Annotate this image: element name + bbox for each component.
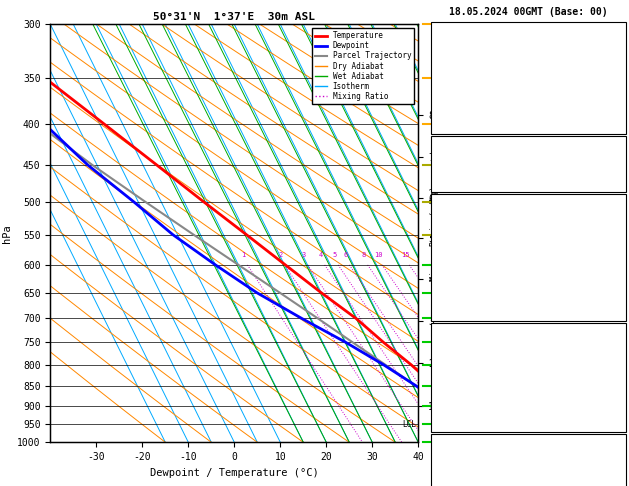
Text: 6: 6 <box>617 268 623 278</box>
Text: K: K <box>434 139 440 149</box>
Text: 15: 15 <box>401 252 409 258</box>
Text: 0: 0 <box>617 397 623 407</box>
Text: 27: 27 <box>611 472 623 482</box>
X-axis label: Dewpoint / Temperature (°C): Dewpoint / Temperature (°C) <box>150 468 319 478</box>
Text: θₑ(K): θₑ(K) <box>434 250 464 260</box>
Text: Hodograph: Hodograph <box>502 436 555 446</box>
Text: LCL: LCL <box>402 420 416 429</box>
Text: 307: 307 <box>605 361 623 371</box>
Text: CIN (J): CIN (J) <box>434 415 475 425</box>
Text: Lifted Index: Lifted Index <box>434 268 504 278</box>
Y-axis label: km
ASL: km ASL <box>435 225 457 242</box>
Text: 45: 45 <box>611 156 623 167</box>
Text: 0: 0 <box>617 415 623 425</box>
Text: 0: 0 <box>617 304 623 314</box>
Text: 18.05.2024 00GMT (Base: 00): 18.05.2024 00GMT (Base: 00) <box>449 7 608 17</box>
Text: θₑ (K): θₑ (K) <box>434 361 469 371</box>
Text: 306: 306 <box>605 250 623 260</box>
Text: SREH: SREH <box>434 472 457 482</box>
Text: Mixing Ratio (g/kg): Mixing Ratio (g/kg) <box>430 186 438 281</box>
Text: CAPE (J): CAPE (J) <box>434 286 481 296</box>
Text: Pressure (mb): Pressure (mb) <box>434 343 510 353</box>
Text: © weatheronline.co.uk: © weatheronline.co.uk <box>476 469 581 479</box>
Text: 5: 5 <box>332 252 337 258</box>
Text: 9.3: 9.3 <box>605 232 623 243</box>
Text: 6: 6 <box>617 379 623 389</box>
Text: 2: 2 <box>279 252 283 258</box>
Text: Totals Totals: Totals Totals <box>434 156 510 167</box>
Y-axis label: hPa: hPa <box>1 224 11 243</box>
Text: 10: 10 <box>374 252 382 258</box>
Text: 13.6: 13.6 <box>599 214 623 225</box>
Text: 1: 1 <box>242 252 246 258</box>
Text: Surface: Surface <box>508 196 549 207</box>
Text: CAPE (J): CAPE (J) <box>434 397 481 407</box>
Text: 4: 4 <box>319 252 323 258</box>
Text: PW (cm): PW (cm) <box>434 174 475 185</box>
Text: 14: 14 <box>611 454 623 464</box>
Text: kt: kt <box>440 32 450 40</box>
Legend: Temperature, Dewpoint, Parcel Trajectory, Dry Adiabat, Wet Adiabat, Isotherm, Mi: Temperature, Dewpoint, Parcel Trajectory… <box>312 28 415 104</box>
Text: 8: 8 <box>362 252 365 258</box>
Text: 0: 0 <box>617 286 623 296</box>
Text: 900: 900 <box>605 343 623 353</box>
Text: 2.15: 2.15 <box>599 174 623 185</box>
Text: Temp (°C): Temp (°C) <box>434 214 487 225</box>
Text: Most Unstable: Most Unstable <box>490 325 567 335</box>
Text: Dewp (°C): Dewp (°C) <box>434 232 487 243</box>
Text: Lifted Index: Lifted Index <box>434 379 504 389</box>
Text: EH: EH <box>434 454 446 464</box>
Text: 25: 25 <box>611 139 623 149</box>
Text: 6: 6 <box>343 252 348 258</box>
Text: 3: 3 <box>302 252 306 258</box>
Title: 50°31'N  1°37'E  30m ASL: 50°31'N 1°37'E 30m ASL <box>153 12 315 22</box>
Text: CIN (J): CIN (J) <box>434 304 475 314</box>
